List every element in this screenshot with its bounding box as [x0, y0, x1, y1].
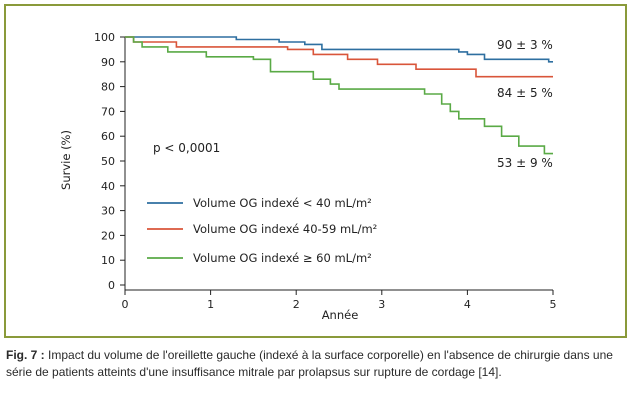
figure-caption: Fig. 7 : Impact du volume de l'oreillett… [6, 347, 628, 381]
legend-label-green: Volume OG indexé ≥ 60 mL/m² [193, 251, 372, 265]
end-label-red: 84 ± 5 % [497, 86, 553, 100]
y-tick-label-100: 100 [94, 31, 115, 44]
axes [124, 37, 553, 291]
y-tick-label-30: 30 [101, 205, 115, 218]
series [125, 36, 553, 155]
legend-label-red: Volume OG indexé 40-59 mL/m² [193, 222, 377, 236]
x-tick-label-4: 4 [464, 298, 471, 311]
x-tick-label-5: 5 [550, 298, 557, 311]
y-tick-label-0: 0 [108, 279, 115, 292]
legend-label-blue: Volume OG indexé < 40 mL/m² [193, 196, 372, 210]
y-tick-label-40: 40 [101, 180, 115, 193]
y-axis-label: Survie (%) [59, 130, 73, 190]
y-tick-label-20: 20 [101, 229, 115, 242]
x-tick-label-1: 1 [207, 298, 214, 311]
y-tick-label-10: 10 [101, 254, 115, 267]
y-tick-label-50: 50 [101, 155, 115, 168]
end-label-green: 53 ± 9 % [497, 156, 553, 170]
y-tick-label-90: 90 [101, 56, 115, 69]
p-value-annotation: p < 0,0001 [153, 141, 220, 155]
x-tick-label-2: 2 [293, 298, 300, 311]
survival-chart: 0 10 20 30 40 50 60 70 80 90 100 0 1 2 3 4 5 Volume OG i… [59, 31, 557, 322]
series-line-red [125, 36, 553, 78]
y-tick-label-60: 60 [101, 130, 115, 143]
y-tick-label-70: 70 [101, 105, 115, 118]
ticks: 0 10 20 30 40 50 60 70 80 90 100 0 1 2 3 4 5 [94, 31, 557, 311]
caption-text: Impact du volume de l'oreillette gauche … [6, 348, 613, 379]
x-tick-label-0: 0 [122, 298, 129, 311]
caption-label: Fig. 7 : [6, 348, 45, 362]
x-axis-label: Année [322, 308, 359, 322]
legend: Volume OG indexé < 40 mL/m² Volume OG ind… [147, 196, 377, 265]
x-tick-label-3: 3 [378, 298, 385, 311]
end-label-blue: 90 ± 3 % [497, 38, 553, 52]
y-tick-label-80: 80 [101, 81, 115, 94]
series-line-blue [125, 36, 553, 63]
series-line-green [125, 36, 553, 155]
